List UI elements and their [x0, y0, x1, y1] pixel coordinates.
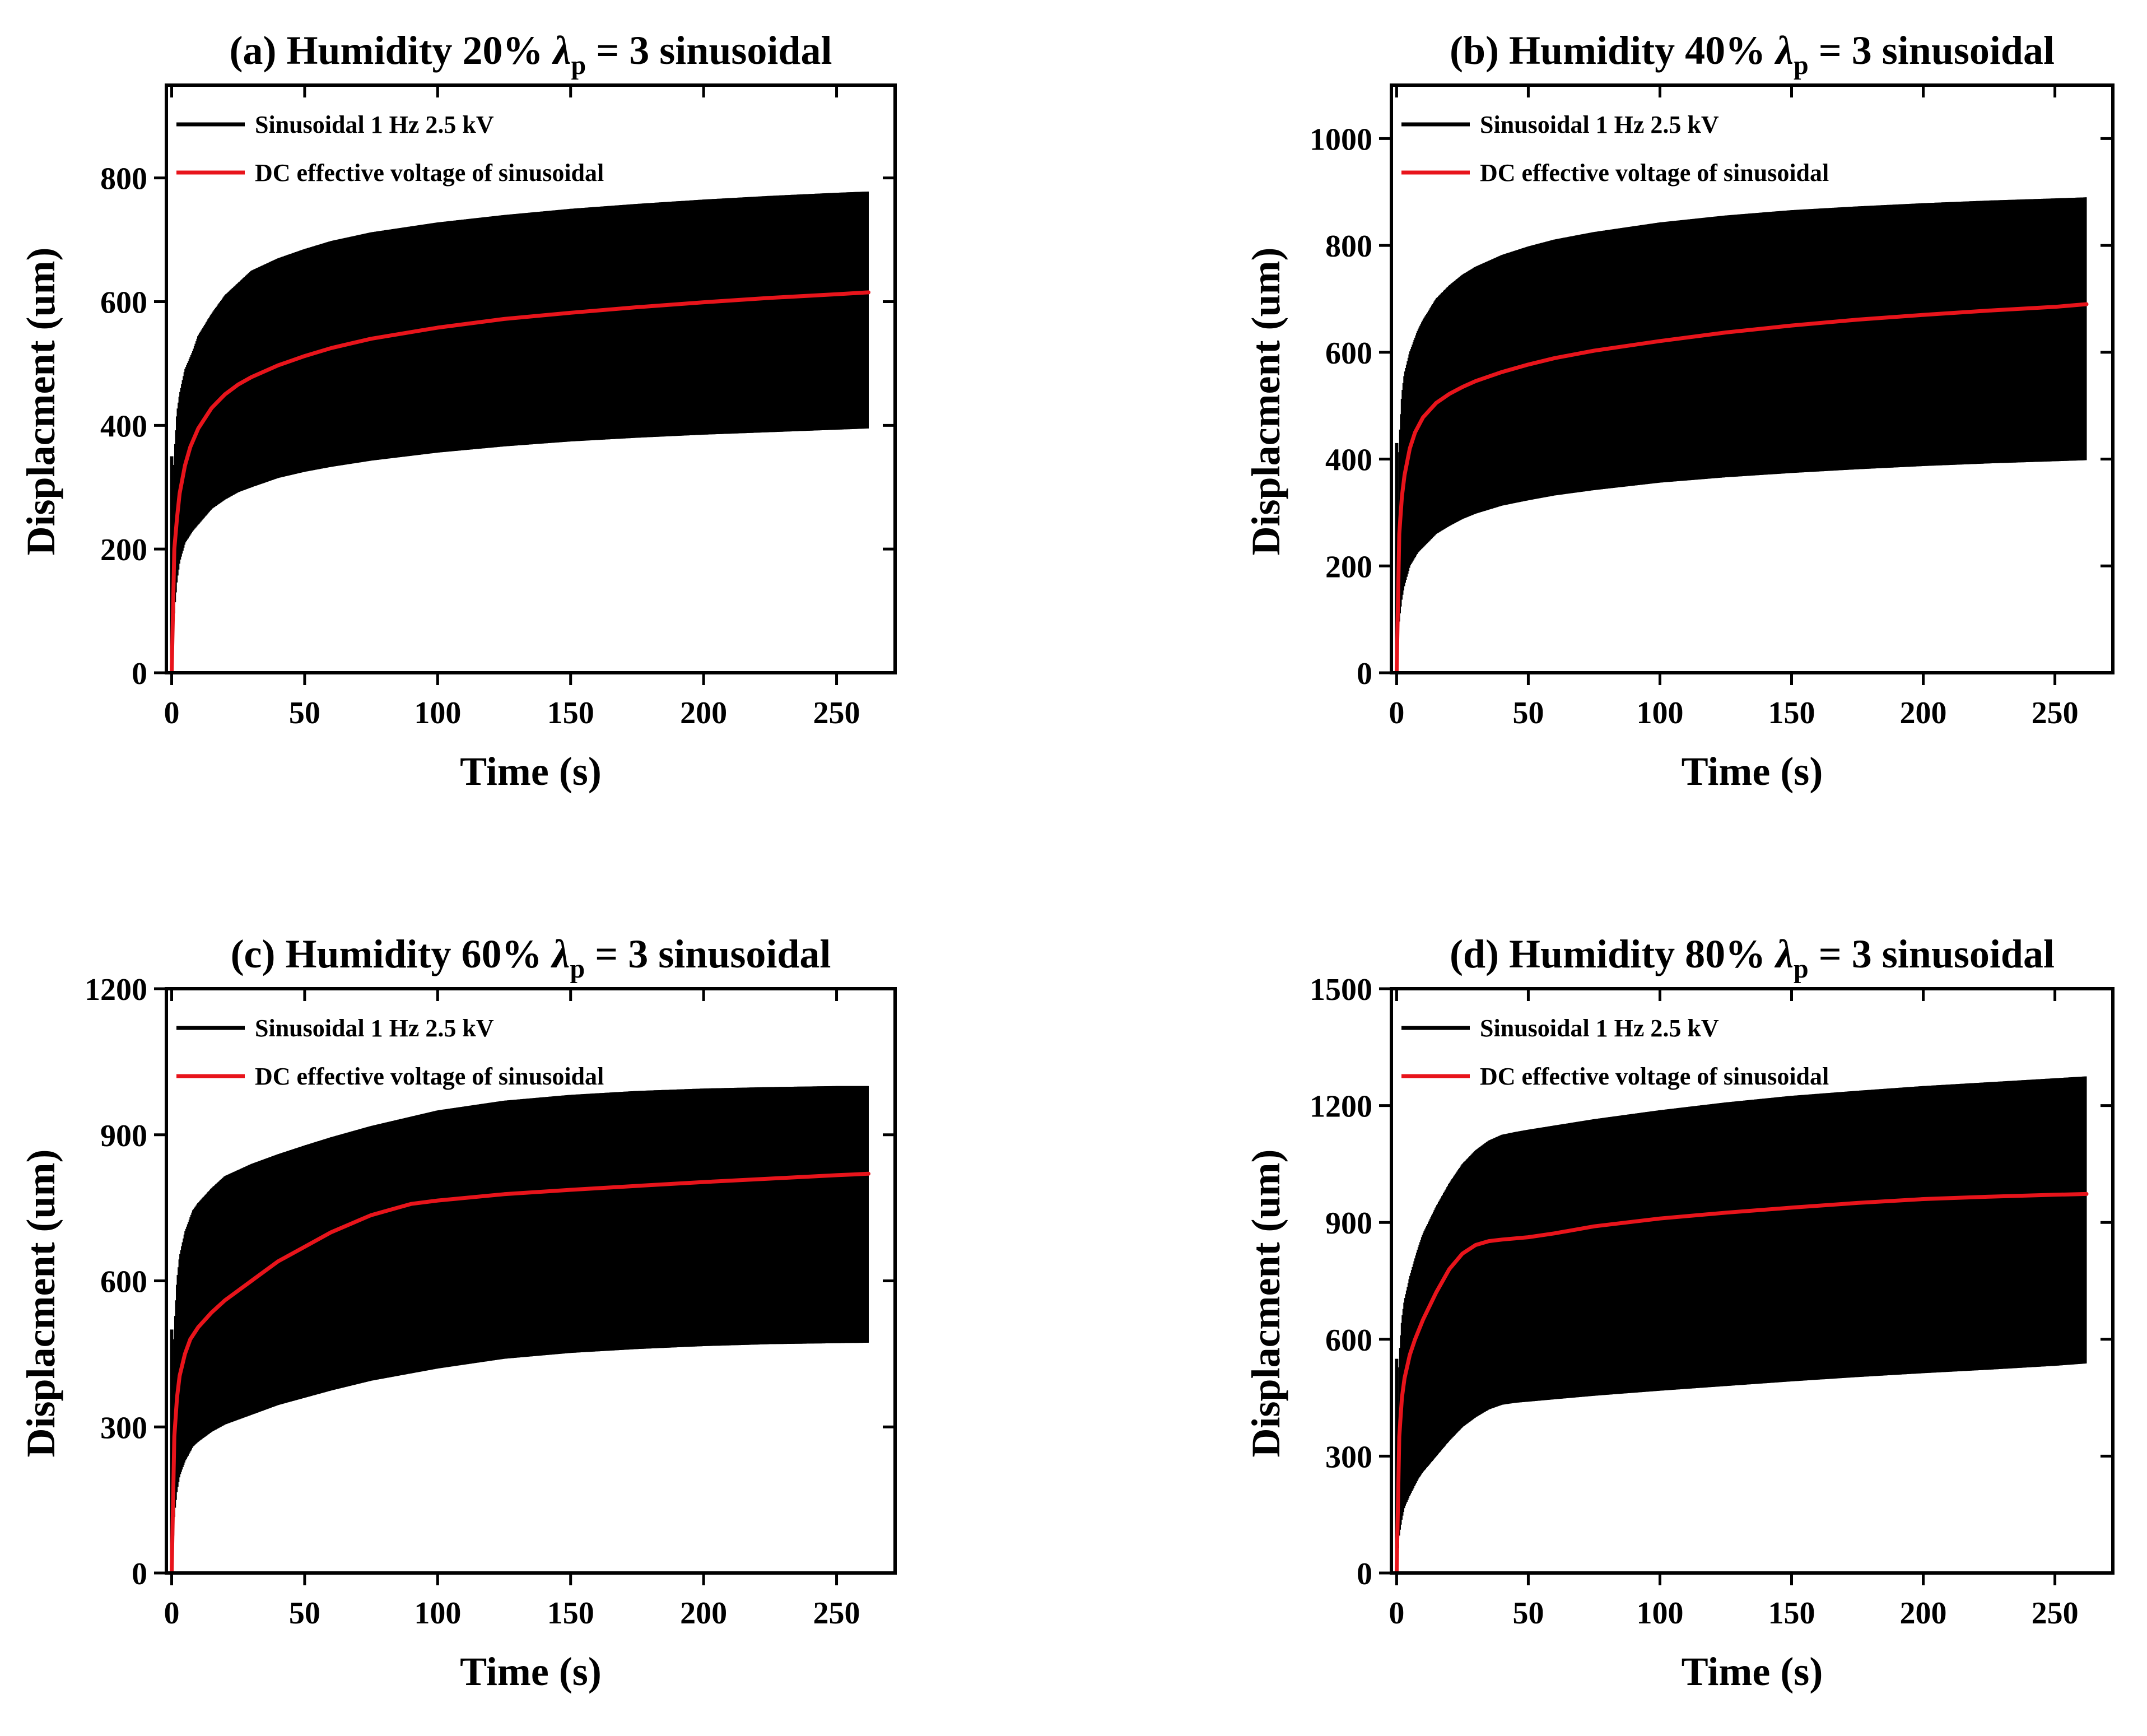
x-tick-label: 150 — [547, 696, 594, 730]
series-dc-effective — [170, 1171, 870, 1573]
x-tick-label: 100 — [414, 696, 461, 730]
plot-area — [170, 191, 870, 673]
x-tick-label: 150 — [1768, 1596, 1815, 1631]
x-tick-label: 100 — [1636, 696, 1683, 730]
legend-label: Sinusoidal 1 Hz 2.5 kV — [255, 111, 494, 138]
x-tick-label: 250 — [813, 696, 860, 730]
panel-title: (d) Humidity 80% λp = 3 sinusoidal — [1450, 932, 2055, 984]
y-tick-label: 0 — [1357, 1557, 1372, 1591]
x-tick-label: 250 — [813, 1596, 860, 1631]
series-dc-effective — [1394, 1192, 2089, 1573]
plot-area — [1394, 197, 2089, 673]
x-axis-title: Time (s) — [460, 749, 602, 794]
legend: Sinusoidal 1 Hz 2.5 kV DC effective volta… — [176, 1014, 604, 1090]
x-tick-label: 0 — [164, 696, 179, 730]
oscillation-envelope — [171, 191, 869, 673]
plot-area — [1394, 1076, 2089, 1573]
y-tick-label: 300 — [1325, 1440, 1372, 1474]
x-tick-label: 150 — [547, 1596, 594, 1631]
x-tick-label: 50 — [1512, 1596, 1544, 1631]
y-axis-title: Displacment (um) — [18, 248, 63, 556]
y-tick-label: 1500 — [1310, 972, 1372, 1007]
plot-frame — [165, 83, 897, 674]
y-tick-label: 400 — [100, 409, 147, 444]
y-tick-label: 600 — [100, 1265, 147, 1300]
panel-title: (b) Humidity 40% λp = 3 sinusoidal — [1450, 28, 2055, 80]
y-tick-label: 1200 — [1310, 1090, 1372, 1124]
panel-title: (a) Humidity 20% λp = 3 sinusoidal — [230, 28, 832, 80]
y-axis-title: Displacment (um) — [1244, 1149, 1288, 1458]
x-tick-label: 200 — [1900, 696, 1947, 730]
x-tick-label: 100 — [1636, 1596, 1683, 1631]
x-tick-label: 200 — [1900, 1596, 1947, 1631]
chart-panel-d: (d) Humidity 80% λp = 3 sinusoidal 0 50 100… — [1244, 932, 2115, 1694]
legend-label: Sinusoidal 1 Hz 2.5 kV — [1480, 111, 1719, 138]
y-tick-label: 200 — [100, 533, 147, 567]
plot-frame — [1390, 987, 2115, 1575]
y-tick-label: 0 — [132, 657, 147, 691]
x-tick-label: 0 — [1389, 1596, 1404, 1631]
x-tick-label: 50 — [289, 1596, 320, 1631]
y-tick-label: 1000 — [1310, 122, 1372, 157]
legend-label: DC effective voltage of sinusoidal — [1480, 1063, 1829, 1090]
y-axis-title: Displacment (um) — [1244, 248, 1288, 556]
x-axis-title: Time (s) — [1682, 749, 1823, 794]
y-tick-label: 800 — [1325, 229, 1372, 264]
y-tick-label: 900 — [100, 1119, 147, 1153]
legend-label: Sinusoidal 1 Hz 2.5 kV — [1480, 1014, 1719, 1042]
legend-label: DC effective voltage of sinusoidal — [255, 1063, 604, 1090]
x-tick-label: 0 — [1389, 696, 1404, 730]
x-axis-title: Time (s) — [1682, 1649, 1823, 1694]
legend: Sinusoidal 1 Hz 2.5 kV DC effective volta… — [176, 111, 604, 187]
x-tick-label: 0 — [164, 1596, 179, 1631]
x-tick-label: 50 — [1512, 696, 1544, 730]
panel-title: (c) Humidity 60% λp = 3 sinusoidal — [231, 932, 831, 984]
chart-panel-a: (a) Humidity 20% λp = 3 sinusoidal 0 50 100… — [18, 28, 897, 794]
legend: Sinusoidal 1 Hz 2.5 kV DC effective volta… — [1401, 111, 1829, 187]
legend-label: Sinusoidal 1 Hz 2.5 kV — [255, 1014, 494, 1042]
x-tick-label: 250 — [2032, 1596, 2079, 1631]
plot-frame — [1390, 83, 2115, 674]
plot-area — [170, 1086, 870, 1573]
series-dc-effective — [1394, 302, 2089, 673]
y-tick-label: 400 — [1325, 443, 1372, 478]
x-tick-label: 200 — [680, 1596, 727, 1631]
y-tick-label: 900 — [1325, 1206, 1372, 1241]
oscillation-envelope — [171, 1086, 869, 1573]
y-tick-label: 600 — [1325, 336, 1372, 371]
x-tick-label: 250 — [2032, 696, 2079, 730]
oscillation-envelope — [1396, 1076, 2087, 1573]
oscillation-envelope — [1396, 197, 2087, 673]
y-tick-label: 0 — [1357, 657, 1372, 691]
y-tick-label: 600 — [100, 285, 147, 320]
y-tick-label: 800 — [100, 162, 147, 197]
x-tick-label: 200 — [680, 696, 727, 730]
y-tick-label: 1200 — [85, 972, 147, 1007]
y-tick-label: 300 — [100, 1411, 147, 1445]
legend-label: DC effective voltage of sinusoidal — [1480, 159, 1829, 187]
legend-label: DC effective voltage of sinusoidal — [255, 159, 604, 187]
legend: Sinusoidal 1 Hz 2.5 kV DC effective volta… — [1401, 1014, 1829, 1090]
y-tick-label: 600 — [1325, 1323, 1372, 1358]
x-tick-label: 100 — [414, 1596, 461, 1631]
chart-panel-b: (b) Humidity 40% λp = 3 sinusoidal 0 50 100… — [1244, 28, 2115, 794]
chart-panel-c: (c) Humidity 60% λp = 3 sinusoidal 0 50 100… — [18, 932, 897, 1694]
series-dc-effective — [170, 290, 870, 673]
y-axis-title: Displacment (um) — [18, 1149, 63, 1458]
y-tick-label: 0 — [132, 1557, 147, 1591]
x-tick-label: 50 — [289, 696, 320, 730]
y-tick-label: 200 — [1325, 550, 1372, 584]
x-axis-title: Time (s) — [460, 1649, 602, 1694]
x-tick-label: 150 — [1768, 696, 1815, 730]
